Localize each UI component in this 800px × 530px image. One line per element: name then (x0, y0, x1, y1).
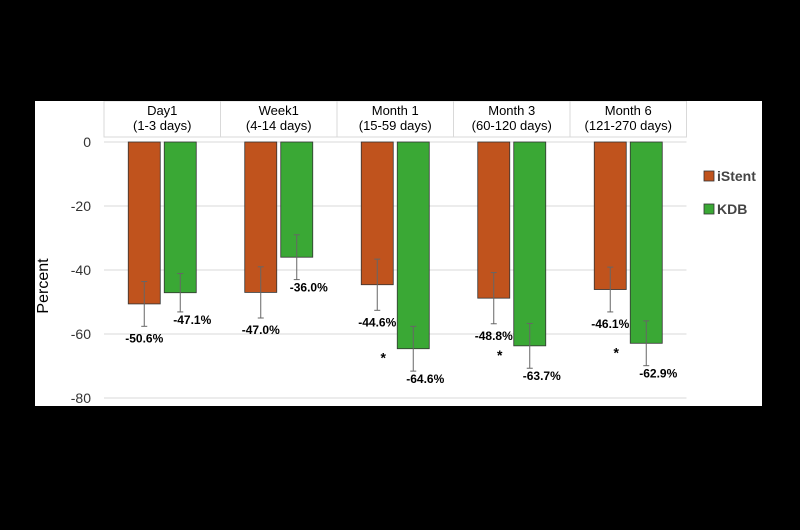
category-header-cell (336, 101, 454, 138)
legend-swatch (703, 170, 715, 182)
y-axis-label: Percent (35, 258, 52, 314)
kdb-bar (163, 141, 197, 294)
chart-panel: Day1 (1-3 days) Week1 (4-14 days) Month 1 (15… (35, 101, 762, 406)
y-tick-label: -80 (71, 390, 91, 406)
y-tick-label: -20 (71, 198, 91, 214)
category-label: Month 1 (372, 103, 419, 118)
data-label: -46.1% (591, 317, 629, 331)
category-label: Month 3 (488, 103, 535, 118)
significance-marker: * (497, 347, 503, 363)
significance-marker: * (614, 344, 620, 360)
category-label: (1-3 days) (133, 118, 192, 133)
y-tick-label: 0 (83, 134, 91, 150)
data-label: -62.9% (639, 367, 677, 381)
data-label: -47.0% (242, 323, 280, 337)
category-label: (15-59 days) (359, 118, 432, 133)
category-header-cell (453, 101, 571, 138)
bar-chart: Day1(1-3 days) Week1(4-14 days) Month 1(15… (35, 101, 756, 406)
data-label: -64.6% (406, 372, 444, 386)
category-label: (4-14 days) (246, 118, 312, 133)
category-label: Month 6 (605, 103, 652, 118)
kdb-bar (629, 141, 663, 344)
istent-bar (127, 141, 161, 305)
significance-marker: * (381, 350, 387, 366)
legend-label: KDB (717, 201, 747, 217)
kdb-bar (513, 141, 547, 347)
data-label: -47.1% (173, 313, 211, 327)
legend-swatch (703, 203, 715, 215)
category-label: (60-120 days) (472, 118, 552, 133)
data-label: -44.6% (358, 315, 396, 329)
category-header-cell (220, 101, 338, 138)
category-label: Day1 (147, 103, 177, 118)
data-label: -50.6% (125, 331, 163, 345)
category-header-cell (569, 101, 687, 138)
data-label: -63.7% (523, 369, 561, 383)
y-tick-label: -40 (71, 262, 91, 278)
legend-label: iStent (717, 168, 756, 184)
istent-bar (593, 141, 627, 290)
category-label: Week1 (259, 103, 299, 118)
category-header-cell (103, 101, 221, 138)
category-label: (121-270 days) (585, 118, 672, 133)
kdb-bar (396, 141, 430, 350)
data-label: -36.0% (290, 281, 328, 295)
y-tick-label: -60 (71, 326, 91, 342)
data-label: -48.8% (475, 329, 513, 343)
